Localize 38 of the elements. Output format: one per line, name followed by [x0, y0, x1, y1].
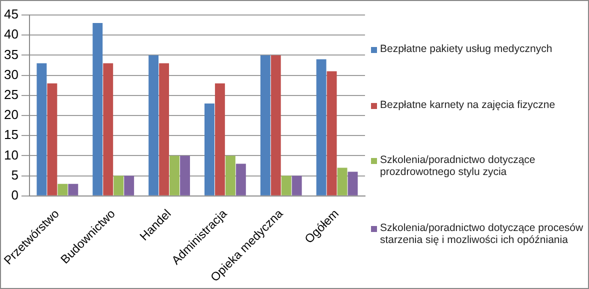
y-tick-label: 30 — [4, 66, 18, 82]
bar — [260, 55, 270, 196]
bar — [281, 176, 292, 196]
bar — [316, 59, 326, 196]
bar — [159, 63, 170, 196]
bar — [103, 63, 114, 196]
bar — [114, 176, 124, 196]
y-tick-label: 45 — [4, 6, 18, 22]
bar — [36, 63, 47, 196]
legend-label: Bezpłatne pakiety usług medycznych — [380, 42, 552, 55]
bar — [326, 71, 337, 196]
y-tick-label: 35 — [4, 46, 18, 62]
bar — [270, 55, 281, 196]
bar — [214, 83, 225, 196]
y-tick-label: 20 — [4, 107, 18, 122]
legend-label: Bezpłatne karnety na zajęcia fizyczne — [380, 98, 556, 111]
bar — [47, 83, 58, 196]
y-tick-label: 0 — [11, 187, 18, 202]
bar — [236, 164, 246, 196]
bar — [225, 156, 236, 196]
bar — [124, 176, 134, 196]
bar — [58, 184, 68, 196]
y-tick-label: 25 — [4, 86, 18, 102]
y-tick-label: 15 — [4, 127, 18, 142]
bar — [292, 176, 302, 196]
legend-label: Szkolenia/poradnictwo dotyczące prozdrowotnego stylu zycia — [380, 154, 536, 178]
bar — [68, 184, 78, 196]
y-tick-label: 5 — [11, 167, 18, 182]
bar — [337, 168, 348, 196]
bar — [170, 156, 180, 196]
bar — [204, 103, 214, 196]
bar — [180, 156, 190, 196]
y-tick-label: 10 — [4, 147, 18, 162]
bar — [92, 23, 103, 196]
bar — [148, 55, 159, 196]
legend-label: Szkolenia/poradnictwo dotyczące procesów starzenia się i mozliwości ich opóźniania — [380, 222, 584, 246]
y-tick-label: 40 — [4, 26, 18, 42]
bar — [348, 172, 358, 196]
